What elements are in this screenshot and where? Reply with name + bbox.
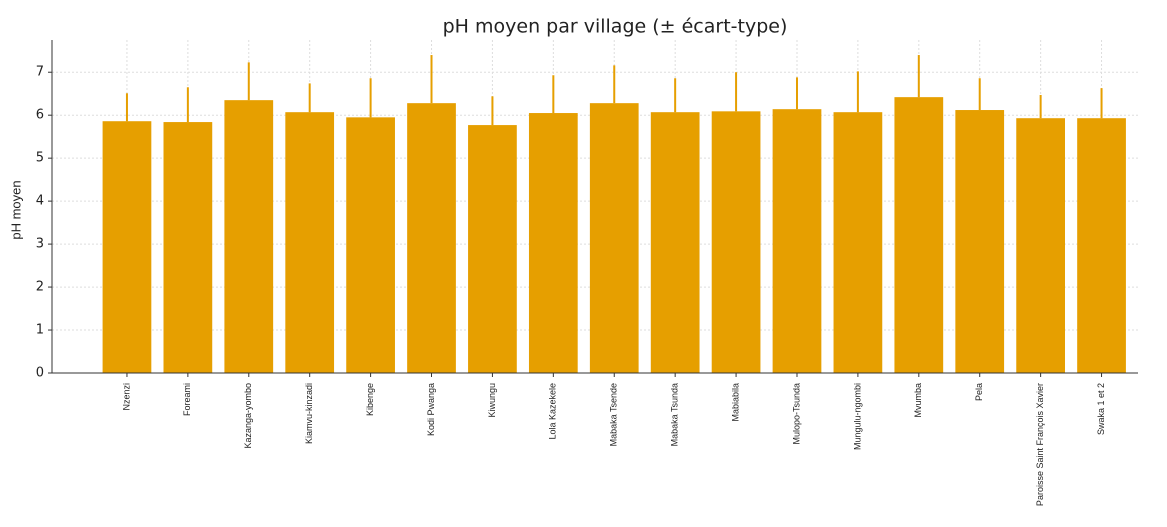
bar [772, 109, 822, 373]
x-tick-label: Pela [974, 383, 984, 401]
x-tick-label: Kibenge [365, 383, 375, 416]
x-tick-label: Foreami [182, 383, 192, 416]
y-axis-label: pH moyen [8, 180, 23, 239]
bar [955, 110, 1005, 374]
x-tick-label: Mulopo-Tsunda [791, 383, 801, 445]
x-tick-label: Mvumba [913, 383, 923, 418]
bar [589, 103, 639, 373]
y-tick-label: 7 [36, 65, 44, 80]
bar [468, 125, 517, 373]
x-tick-label: Mabiabila [730, 383, 740, 422]
y-tick-label: 5 [36, 151, 44, 166]
bar [285, 112, 335, 374]
x-tick-label: Kiwungu [487, 383, 497, 418]
x-tick-label: Kazanga-yombo [243, 383, 253, 449]
x-tick-label: Nzenzi [121, 383, 131, 411]
bar [224, 100, 274, 373]
bar [407, 103, 456, 373]
bar [1077, 118, 1126, 373]
bar [1016, 118, 1065, 373]
bar [346, 117, 395, 373]
bar [894, 97, 944, 373]
bar [102, 121, 152, 373]
x-tick-label: Paroisse Saint François Xavier [1035, 383, 1045, 506]
x-tick-label: Swaka 1 et 2 [1096, 383, 1106, 435]
y-tick-label: 3 [36, 237, 44, 252]
x-tick-label: Mabaka Tsende [609, 383, 619, 446]
x-tick-label: Kodi Pwanga [426, 383, 436, 436]
x-tick-label: Lola Kazekele [548, 383, 558, 440]
y-tick-label: 1 [36, 323, 44, 338]
bar [650, 112, 700, 374]
chart-title: pH moyen par village (± écart-type) [443, 16, 788, 38]
bar [163, 122, 213, 373]
x-tick-label: Mungulu-ngombi [852, 383, 862, 450]
bar [833, 112, 883, 374]
y-tick-label: 4 [36, 194, 44, 209]
x-tick-label: Kiamvu-kinzadi [304, 383, 314, 444]
x-tick-label: Mabaka Tsunda [670, 383, 680, 446]
y-tick-label: 2 [36, 280, 44, 295]
bar [528, 113, 578, 373]
y-tick-label: 0 [36, 366, 44, 381]
y-tick-label: 6 [36, 108, 44, 123]
bar [711, 111, 761, 374]
